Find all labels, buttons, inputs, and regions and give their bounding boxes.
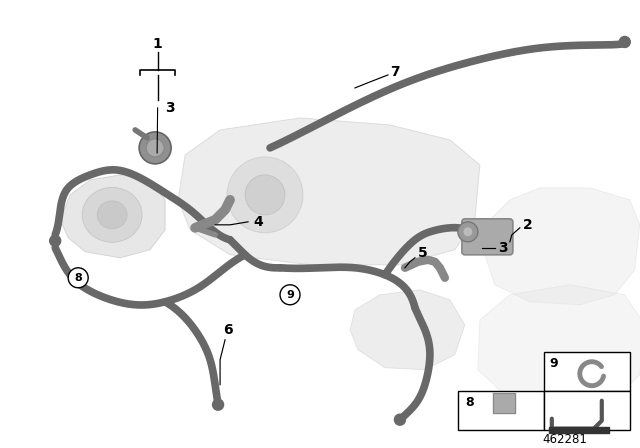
Text: 7: 7 bbox=[390, 65, 400, 79]
Bar bbox=[544, 391, 630, 430]
Circle shape bbox=[68, 268, 88, 288]
Text: 462281: 462281 bbox=[542, 433, 588, 446]
Circle shape bbox=[620, 36, 630, 47]
Circle shape bbox=[50, 235, 61, 246]
Text: 8: 8 bbox=[74, 273, 82, 283]
Text: 8: 8 bbox=[465, 396, 474, 409]
Ellipse shape bbox=[82, 187, 142, 242]
Polygon shape bbox=[350, 290, 465, 370]
Polygon shape bbox=[478, 285, 640, 408]
Text: 1: 1 bbox=[153, 37, 163, 51]
Text: 2: 2 bbox=[523, 218, 532, 232]
Polygon shape bbox=[493, 393, 515, 413]
Circle shape bbox=[394, 414, 405, 425]
Text: 9: 9 bbox=[286, 290, 294, 300]
Circle shape bbox=[280, 285, 300, 305]
FancyBboxPatch shape bbox=[462, 219, 513, 255]
Circle shape bbox=[139, 132, 171, 164]
Bar bbox=[458, 391, 544, 430]
Circle shape bbox=[212, 399, 223, 410]
Polygon shape bbox=[60, 175, 165, 258]
Ellipse shape bbox=[97, 201, 127, 229]
Text: 4: 4 bbox=[253, 215, 263, 229]
Text: 5: 5 bbox=[418, 246, 428, 260]
Text: 9: 9 bbox=[550, 357, 558, 370]
Circle shape bbox=[227, 157, 303, 233]
Polygon shape bbox=[178, 118, 480, 265]
Polygon shape bbox=[549, 426, 609, 433]
Circle shape bbox=[146, 139, 164, 157]
Text: 3: 3 bbox=[498, 241, 508, 255]
Text: 6: 6 bbox=[223, 323, 233, 337]
Circle shape bbox=[245, 175, 285, 215]
Bar bbox=[544, 352, 630, 391]
Circle shape bbox=[458, 222, 478, 242]
Text: 3: 3 bbox=[165, 101, 175, 115]
Polygon shape bbox=[485, 188, 640, 305]
Circle shape bbox=[463, 227, 473, 237]
